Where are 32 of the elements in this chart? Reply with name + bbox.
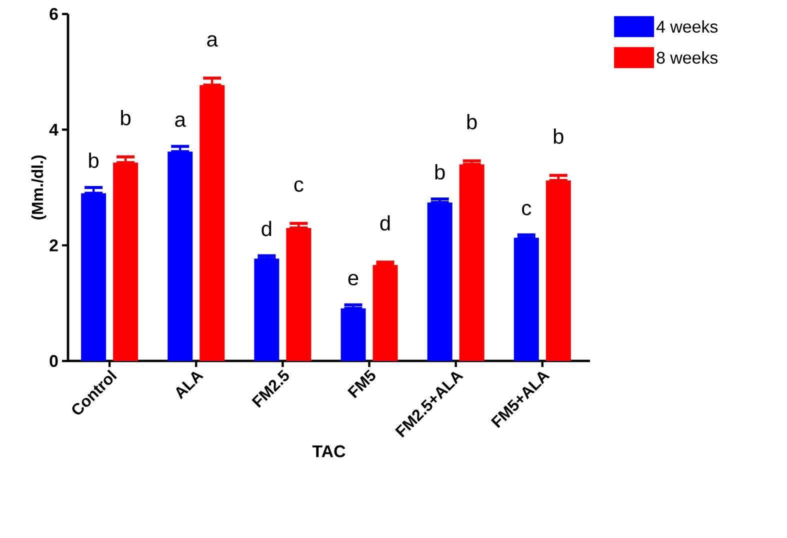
y-tick-label: 4 [49,124,58,136]
y-tick-label: 0 [50,354,58,367]
legend-label: 4 weeks [656,20,718,33]
bar [427,202,452,361]
legend-label: 8 weeks [656,51,718,64]
annotation: c [522,204,532,216]
x-axis-title: TAC [312,445,346,458]
bar [200,85,225,361]
annotation: d [262,220,272,236]
annotation: e [348,274,358,286]
y-tick-label: 2 [50,239,58,252]
bar [372,264,398,361]
bar [81,193,106,361]
annotation: a [175,115,186,127]
bar [514,238,539,361]
annotation: a [207,35,218,47]
y-tick-label: 6 [50,8,58,20]
bar [546,180,571,361]
annotation: d [380,215,390,231]
bar [340,308,366,361]
annotation: b [467,114,477,130]
bar [459,164,484,361]
bar [168,152,193,361]
annotation: b [435,164,445,180]
annotation: b [121,110,130,126]
bar [286,228,312,361]
bar [113,162,138,361]
y-axis-title: (Mm./dl.) [31,156,46,220]
annotation: b [89,152,98,168]
annotation: b [554,128,564,144]
bar [254,258,280,361]
annotation: c [294,180,304,192]
